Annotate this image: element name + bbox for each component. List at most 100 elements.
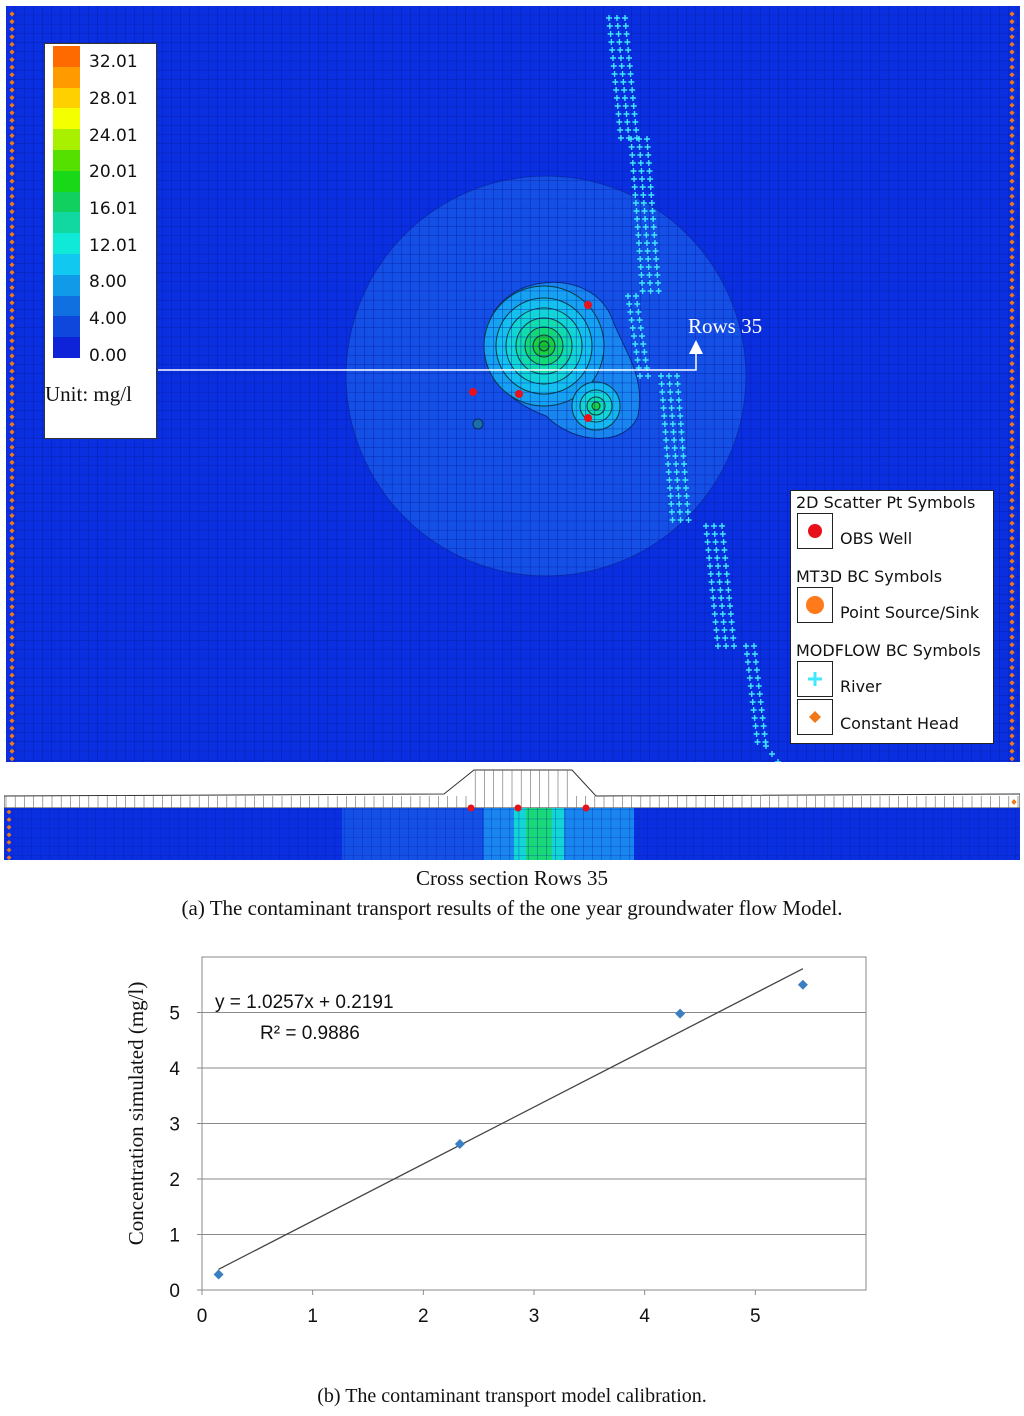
river-cell <box>664 453 671 459</box>
river-cell <box>637 264 644 270</box>
constant-head-marker <box>9 437 15 443</box>
constant-head-marker <box>9 756 15 762</box>
river-cell <box>714 555 721 561</box>
river-cell <box>679 445 686 451</box>
constant-head-marker <box>1009 391 1015 397</box>
river-cell <box>728 619 735 625</box>
constant-head-marker <box>9 95 15 101</box>
river-cell <box>629 87 636 93</box>
section-marker-label: Rows 35 <box>688 314 763 338</box>
constant-head-marker <box>1009 163 1015 169</box>
constant-head-marker <box>1009 725 1015 731</box>
river-cell <box>711 531 718 537</box>
y-tick-label: 1 <box>169 1226 180 1247</box>
river-cell <box>643 240 650 246</box>
river-cell <box>628 144 635 150</box>
river-cell <box>650 224 657 230</box>
river-cell <box>640 200 647 206</box>
constant-head-marker <box>9 292 15 298</box>
river-cell <box>608 39 615 45</box>
legend-heading-modflow: MODFLOW BC Symbols <box>796 641 981 660</box>
constant-head-marker <box>1009 87 1015 93</box>
river-cell <box>715 571 722 577</box>
constant-head-marker <box>9 634 15 640</box>
constant-head-marker <box>9 535 15 541</box>
constant-head-marker <box>9 148 15 154</box>
constant-head-marker <box>9 239 15 245</box>
river-cell <box>752 723 759 729</box>
constant-head-marker <box>9 254 15 260</box>
river-cell <box>648 200 655 206</box>
y-tick-label: 4 <box>169 1059 180 1080</box>
constant-head-marker <box>9 444 15 450</box>
color-scale-swatch <box>53 87 80 109</box>
constant-head-marker <box>9 117 15 123</box>
color-scale-swatch <box>53 108 80 130</box>
color-scale-swatch <box>53 191 80 213</box>
figure-a-caption: (a) The contaminant transport results of… <box>181 896 843 920</box>
river-cell <box>743 643 749 649</box>
river-cell <box>674 477 681 483</box>
river-cell <box>753 667 760 673</box>
constant-head-marker <box>1009 437 1015 443</box>
river-cell <box>618 63 625 69</box>
river-cell <box>649 208 656 214</box>
river-cell <box>685 517 692 523</box>
river-cell <box>606 23 613 29</box>
constant-head-marker <box>1009 414 1015 420</box>
x-tick-label: 4 <box>639 1306 650 1327</box>
color-scale-swatch <box>53 129 80 151</box>
constant-head-marker <box>9 513 15 519</box>
constant-head-marker <box>9 49 15 55</box>
obs-well-marker <box>515 390 523 398</box>
constant-head-marker <box>9 376 15 382</box>
river-cell <box>720 619 727 625</box>
river-cell <box>722 635 729 641</box>
river-cell <box>636 248 643 254</box>
constant-head-marker <box>9 368 15 374</box>
constant-head-marker <box>1009 323 1015 329</box>
constant-head-marker <box>1009 490 1015 496</box>
river-cell <box>634 216 641 222</box>
river-cell <box>714 635 721 641</box>
river-cell <box>617 135 624 141</box>
constant-head-marker <box>1009 741 1015 747</box>
constant-head-marker <box>1009 703 1015 709</box>
river-cell <box>775 759 781 762</box>
river-cell <box>631 111 638 117</box>
constant-head-marker <box>1009 611 1015 617</box>
color-scale-swatch <box>53 150 80 172</box>
river-cell <box>631 333 637 339</box>
constant-head-marker <box>9 285 15 291</box>
obs-well-icon <box>797 513 833 549</box>
river-cell <box>684 509 691 515</box>
river-cell <box>752 659 759 665</box>
river-cell <box>629 160 636 166</box>
river-cell <box>751 715 758 721</box>
constant-head-marker <box>9 353 15 359</box>
color-scale-swatch <box>53 337 80 359</box>
river-cell <box>721 547 728 553</box>
river-cell <box>635 309 642 315</box>
constant-head-marker <box>9 619 15 625</box>
river-cell <box>642 216 649 222</box>
river-icon <box>797 661 833 697</box>
river-cell <box>658 373 664 379</box>
constant-head-marker <box>1009 125 1015 131</box>
symbol-legend: 2D Scatter Pt Symbols OBS Well MT3D BC S… <box>790 490 994 744</box>
river-cell <box>670 429 677 435</box>
river-cell <box>727 611 734 617</box>
constant-head-marker <box>9 216 15 222</box>
constant-head-marker <box>1009 186 1015 192</box>
river-cell <box>668 405 675 411</box>
color-scale-swatch <box>53 46 80 68</box>
x-tick-label: 2 <box>418 1306 429 1327</box>
river-cell <box>647 280 654 286</box>
constant-head-marker <box>9 247 15 253</box>
river-cell <box>673 469 680 475</box>
river-cell <box>619 71 626 77</box>
obs-well-marker <box>469 388 477 396</box>
river-cell <box>639 184 646 190</box>
river-cell <box>666 373 672 379</box>
constant-head-marker <box>1009 376 1015 382</box>
